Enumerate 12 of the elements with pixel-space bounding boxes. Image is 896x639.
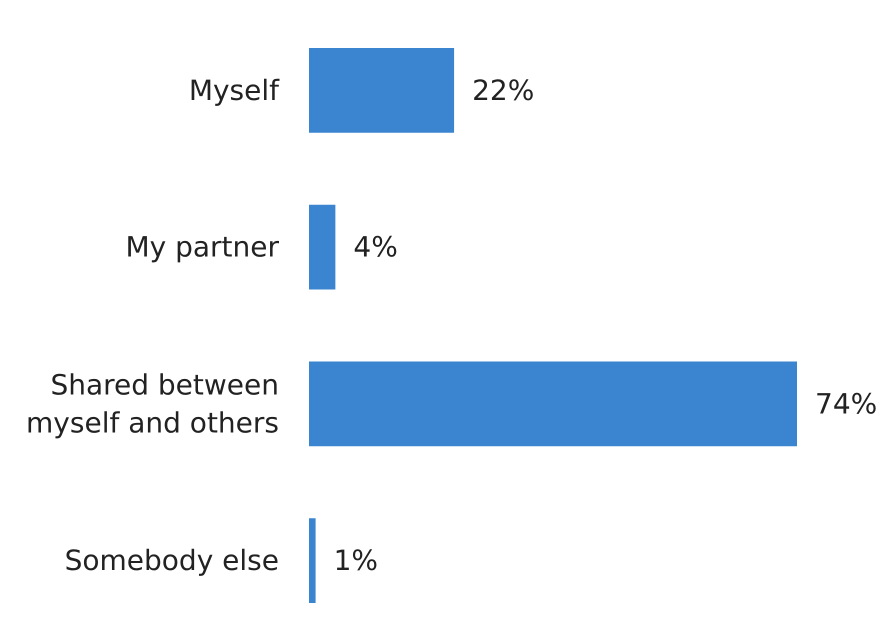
y-tick-label: Myself <box>188 74 280 107</box>
bar <box>309 362 797 446</box>
bar <box>309 48 454 133</box>
bar <box>309 204 336 290</box>
y-tick-label: Shared between myself and others <box>26 368 279 440</box>
y-tick-label: My partner <box>125 230 280 264</box>
y-tick-label: Somebody else <box>64 544 279 578</box>
data-label: 4% <box>353 230 398 264</box>
data-label: 74% <box>815 387 878 420</box>
data-label: 22% <box>472 74 534 107</box>
bar <box>309 518 316 603</box>
data-label: 1% <box>334 544 378 578</box>
